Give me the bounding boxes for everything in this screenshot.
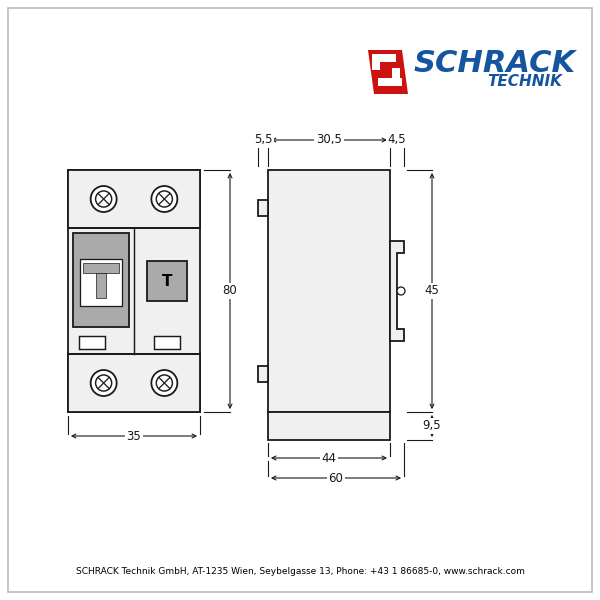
Text: 5,5: 5,5 bbox=[254, 133, 272, 146]
Text: 80: 80 bbox=[223, 284, 238, 298]
Bar bbox=[258, 366, 268, 382]
Bar bbox=[372, 54, 396, 62]
Text: 44: 44 bbox=[322, 451, 337, 464]
Text: TECHNIK: TECHNIK bbox=[487, 74, 562, 89]
Bar bbox=[68, 354, 200, 412]
Bar bbox=[392, 68, 400, 86]
Bar bbox=[378, 78, 402, 86]
Text: SCHRACK: SCHRACK bbox=[414, 49, 576, 79]
Text: 30,5: 30,5 bbox=[316, 133, 342, 146]
Text: 35: 35 bbox=[127, 430, 142, 443]
Bar bbox=[68, 170, 200, 412]
Bar bbox=[79, 336, 104, 349]
Bar bbox=[83, 263, 119, 274]
Bar bbox=[73, 233, 129, 327]
Text: 4,5: 4,5 bbox=[388, 133, 406, 146]
Circle shape bbox=[95, 375, 112, 391]
Bar bbox=[268, 170, 390, 412]
Bar bbox=[268, 412, 390, 440]
Text: 60: 60 bbox=[329, 472, 343, 485]
Bar bbox=[68, 170, 200, 228]
Circle shape bbox=[151, 370, 178, 396]
Circle shape bbox=[397, 287, 405, 295]
Text: T: T bbox=[162, 274, 172, 289]
Bar bbox=[80, 259, 122, 307]
Text: SCHRACK Technik GmbH, AT-1235 Wien, Seybelgasse 13, Phone: +43 1 86685-0, www.sc: SCHRACK Technik GmbH, AT-1235 Wien, Seyb… bbox=[76, 568, 524, 577]
Circle shape bbox=[95, 191, 112, 207]
Bar bbox=[372, 54, 380, 70]
Polygon shape bbox=[368, 50, 408, 94]
Circle shape bbox=[156, 375, 172, 391]
Polygon shape bbox=[390, 241, 404, 341]
Text: 45: 45 bbox=[425, 284, 439, 298]
Circle shape bbox=[91, 186, 116, 212]
Circle shape bbox=[156, 191, 172, 207]
Circle shape bbox=[151, 186, 178, 212]
Circle shape bbox=[91, 370, 116, 396]
Bar bbox=[258, 200, 268, 216]
Bar bbox=[154, 336, 180, 349]
Bar bbox=[148, 262, 187, 301]
Bar bbox=[376, 64, 392, 74]
Bar bbox=[96, 274, 106, 298]
Text: 9,5: 9,5 bbox=[422, 419, 442, 433]
